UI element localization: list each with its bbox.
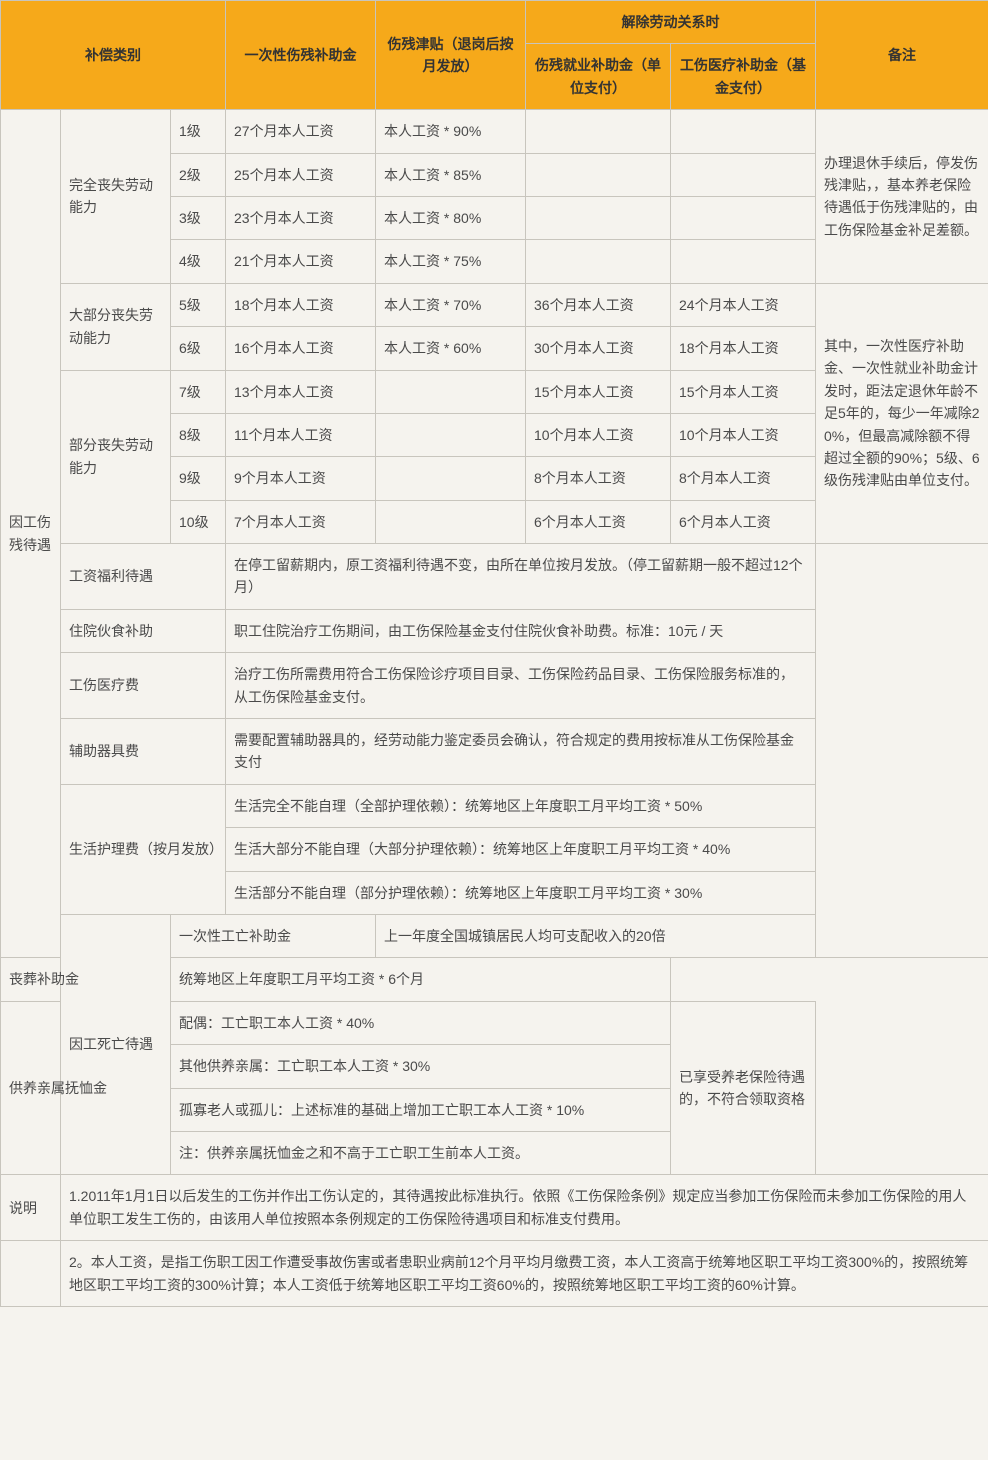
- level-cell: 2级: [171, 153, 226, 196]
- medfee-text: 治疗工伤所需费用符合工伤保险诊疗项目目录、工伤保险药品目录、工伤保险服务标准的，…: [226, 653, 816, 719]
- table-row: 大部分丧失劳动能力 5级 18个月本人工资 本人工资 * 70% 36个月本人工…: [1, 283, 988, 326]
- subsidy-cell: 11个月本人工资: [226, 413, 376, 456]
- death-remark: 已享受养老保险待遇的，不符合领取资格: [671, 1001, 816, 1175]
- hospital-text: 职工住院治疗工伤期间，由工伤保险基金支付住院伙食补助费。标准：10元 / 天: [226, 609, 816, 652]
- table-row: 说明 1.2011年1月1日以后发生的工伤并作出工伤认定的，其待遇按此标准执行。…: [1, 1175, 988, 1241]
- level-cell: 8级: [171, 413, 226, 456]
- subsidy-cell: 7个月本人工资: [226, 500, 376, 543]
- one-time-death-text: 上一年度全国城镇居民人均可支配收入的20倍: [376, 914, 988, 957]
- med-cell: 8个月本人工资: [671, 457, 816, 500]
- med-cell: 18个月本人工资: [671, 327, 816, 370]
- level-cell: 4级: [171, 240, 226, 283]
- allowance-cell: 本人工资 * 70%: [376, 283, 526, 326]
- group-part-loss: 部分丧失劳动能力: [61, 370, 171, 544]
- table-row: 丧葬补助金 统筹地区上年度职工月平均工资 * 6个月: [1, 958, 988, 1001]
- allowance-cell: 本人工资 * 90%: [376, 110, 526, 153]
- level-cell: 3级: [171, 196, 226, 239]
- med-cell: 6个月本人工资: [671, 500, 816, 543]
- notes-label: 说明: [1, 1175, 61, 1241]
- hdr-med-subsidy: 工伤医疗补助金（基金支付）: [671, 44, 816, 110]
- dependent-text-4: 注：供养亲属抚恤金之和不高于工亡职工生前本人工资。: [171, 1131, 671, 1174]
- subsidy-cell: 23个月本人工资: [226, 196, 376, 239]
- subsidy-cell: 13个月本人工资: [226, 370, 376, 413]
- level-cell: 9级: [171, 457, 226, 500]
- table-row: 因工死亡待遇 一次性工亡补助金 上一年度全国城镇居民人均可支配收入的20倍: [1, 914, 988, 957]
- care-text-3: 生活部分不能自理（部分护理依赖）：统筹地区上年度职工月平均工资 * 30%: [226, 871, 816, 914]
- group-most-loss: 大部分丧失劳动能力: [61, 283, 171, 370]
- care-label: 生活护理费（按月发放）: [61, 784, 226, 914]
- medfee-label: 工伤医疗费: [61, 653, 226, 719]
- dependent-text-2: 其他供养亲属：工亡职工本人工资 * 30%: [171, 1045, 671, 1088]
- remark-cell: 办理退休手续后，停发伤残津贴，，基本养老保险待遇低于伤残津贴的，由工伤保险基金补…: [816, 110, 988, 284]
- level-cell: 6级: [171, 327, 226, 370]
- funeral-text: 统筹地区上年度职工月平均工资 * 6个月: [171, 958, 671, 1001]
- aux-text: 需要配置辅助器具的，经劳动能力鉴定委员会确认，符合规定的费用按标准从工伤保险基金…: [226, 719, 816, 785]
- emp-cell: 30个月本人工资: [526, 327, 671, 370]
- hdr-remarks: 备注: [816, 1, 988, 110]
- table-row: 因工伤残待遇 完全丧失劳动能力 1级 27个月本人工资 本人工资 * 90% 办…: [1, 110, 988, 153]
- compensation-table: 补偿类别 一次性伤残补助金 伤残津贴（退岗后按月发放） 解除劳动关系时 备注 伤…: [0, 0, 988, 1307]
- subsidy-cell: 25个月本人工资: [226, 153, 376, 196]
- level-cell: 5级: [171, 283, 226, 326]
- remark-cell: 其中，一次性医疗补助金、一次性就业补助金计发时，距法定退休年龄不足5年的，每少一…: [816, 283, 988, 543]
- hdr-emp-subsidy: 伤残就业补助金（单位支付）: [526, 44, 671, 110]
- level-cell: 1级: [171, 110, 226, 153]
- wage-benefit-text: 在停工留薪期内，原工资福利待遇不变，由所在单位按月发放。（停工留薪期一般不超过1…: [226, 544, 816, 610]
- allowance-cell: 本人工资 * 60%: [376, 327, 526, 370]
- group-full-loss: 完全丧失劳动能力: [61, 110, 171, 284]
- hdr-category: 补偿类别: [1, 1, 226, 110]
- section-injury-disability: 因工伤残待遇: [1, 110, 61, 958]
- med-cell: 24个月本人工资: [671, 283, 816, 326]
- hdr-one-time: 一次性伤残补助金: [226, 1, 376, 110]
- med-cell: 15个月本人工资: [671, 370, 816, 413]
- emp-cell: 10个月本人工资: [526, 413, 671, 456]
- wage-benefit-label: 工资福利待遇: [61, 544, 226, 610]
- aux-label: 辅助器具费: [61, 719, 226, 785]
- subsidy-cell: 27个月本人工资: [226, 110, 376, 153]
- emp-cell: 15个月本人工资: [526, 370, 671, 413]
- one-time-death-label: 一次性工亡补助金: [171, 914, 376, 957]
- note-text-2: 2。本人工资，是指工伤职工因工作遭受事故伤害或者患职业病前12个月平均月缴费工资…: [61, 1241, 988, 1307]
- funeral-label: 丧葬补助金: [1, 958, 171, 1001]
- dependent-text-3: 孤寡老人或孤儿：上述标准的基础上增加工亡职工本人工资 * 10%: [171, 1088, 671, 1131]
- hdr-allowance: 伤残津贴（退岗后按月发放）: [376, 1, 526, 110]
- emp-cell: 6个月本人工资: [526, 500, 671, 543]
- dependent-text-1: 配偶：工亡职工本人工资 * 40%: [171, 1001, 671, 1044]
- table-row: 2。本人工资，是指工伤职工因工作遭受事故伤害或者患职业病前12个月平均月缴费工资…: [1, 1241, 988, 1307]
- allowance-cell: 本人工资 * 75%: [376, 240, 526, 283]
- care-text-2: 生活大部分不能自理（大部分护理依赖）：统筹地区上年度职工月平均工资 * 40%: [226, 828, 816, 871]
- note-text-1: 1.2011年1月1日以后发生的工伤并作出工伤认定的，其待遇按此标准执行。依照《…: [61, 1175, 988, 1241]
- table-row: 工资福利待遇 在停工留薪期内，原工资福利待遇不变，由所在单位按月发放。（停工留薪…: [1, 544, 988, 610]
- level-cell: 7级: [171, 370, 226, 413]
- hdr-termination: 解除劳动关系时: [526, 1, 816, 44]
- subsidy-cell: 18个月本人工资: [226, 283, 376, 326]
- subsidy-cell: 21个月本人工资: [226, 240, 376, 283]
- emp-cell: 36个月本人工资: [526, 283, 671, 326]
- allowance-cell: 本人工资 * 85%: [376, 153, 526, 196]
- med-cell: 10个月本人工资: [671, 413, 816, 456]
- subsidy-cell: 16个月本人工资: [226, 327, 376, 370]
- level-cell: 10级: [171, 500, 226, 543]
- emp-cell: 8个月本人工资: [526, 457, 671, 500]
- allowance-cell: 本人工资 * 80%: [376, 196, 526, 239]
- dependent-label: 供养亲属抚恤金: [1, 1001, 171, 1175]
- subsidy-cell: 9个月本人工资: [226, 457, 376, 500]
- care-text-1: 生活完全不能自理（全部护理依赖）：统筹地区上年度职工月平均工资 * 50%: [226, 784, 816, 827]
- hospital-label: 住院伙食补助: [61, 609, 226, 652]
